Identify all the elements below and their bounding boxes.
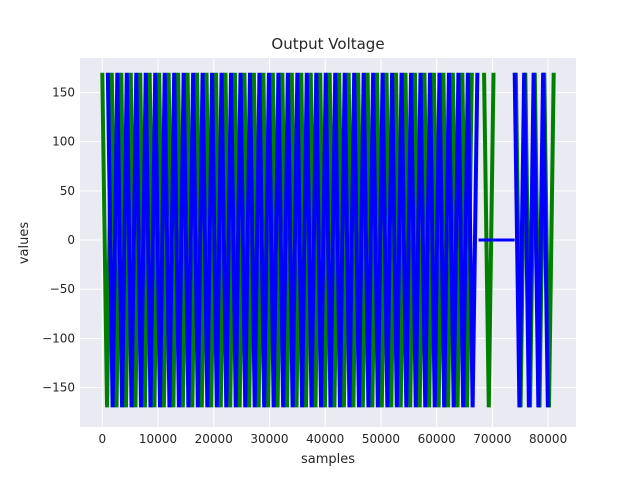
series-blue-line [512,72,550,408]
series-blue-line [105,72,480,408]
y-tick-label: −150 [42,381,75,395]
x-tick-label: 70000 [473,432,511,446]
x-axis-label: samples [301,452,355,467]
x-tick-label: 10000 [139,432,177,446]
x-tick-label: 30000 [250,432,288,446]
x-tick-labels: 0 10000 20000 30000 40000 50000 60000 70000 8000… [98,432,567,446]
chart-title: Output Voltage [271,35,384,53]
y-tick-label: 0 [67,233,75,247]
y-axis-label: values [17,222,32,265]
series-layer [100,72,556,408]
y-tick-label: 100 [52,135,75,149]
series-green-line [100,72,474,408]
x-tick-label: 20000 [195,432,233,446]
x-tick-label: 40000 [306,432,344,446]
x-tick-label: 80000 [529,432,567,446]
series-green-line [482,72,496,408]
y-tick-label: 150 [52,85,75,99]
y-tick-labels: −150 −100 −50 0 50 100 150 [42,85,75,394]
y-tick-label: 50 [60,184,75,198]
x-tick-label: 0 [98,432,106,446]
y-tick-label: −100 [42,331,75,345]
x-tick-label: 60000 [418,432,456,446]
y-tick-label: −50 [50,282,75,296]
x-tick-label: 50000 [362,432,400,446]
